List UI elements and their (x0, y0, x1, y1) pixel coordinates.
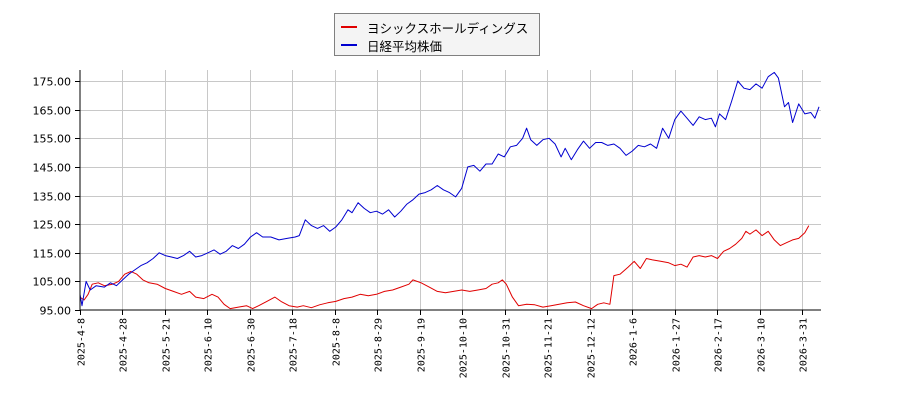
x-tick-label: 2026-1-6 (629, 318, 640, 366)
x-tick-label: 2025-10-10 (459, 318, 470, 378)
axes (79, 70, 821, 311)
y-tick-label: 165.00 (33, 105, 72, 118)
grid-lines (80, 70, 821, 310)
x-tick-label: 2025-4-8 (77, 318, 88, 366)
legend-label: ヨシックスホールディングス (367, 20, 529, 36)
series-yoshix-line (79, 225, 810, 310)
x-tick-label: 2026-3-10 (757, 318, 768, 372)
x-tick-label: 2025-9-19 (417, 318, 428, 372)
y-tick-label: 95.00 (40, 305, 72, 318)
x-tick-label: 2026-2-17 (714, 318, 725, 372)
x-tick-label: 2025-6-30 (247, 318, 258, 372)
x-tick-label: 2026-1-27 (672, 318, 683, 372)
legend-swatch-red-line-icon (341, 26, 357, 28)
chart-legend: ヨシックスホールディングス 日経平均株価 (334, 13, 540, 56)
x-tick-label: 2025-4-28 (119, 318, 130, 372)
series-lines (79, 71, 820, 310)
x-tick-label: 2025-8-8 (332, 318, 343, 366)
legend-swatch-blue-line-icon (341, 44, 357, 46)
y-tick-label: 105.00 (33, 276, 72, 289)
y-tick-label: 115.00 (33, 248, 72, 261)
x-tick-label: 2025-10-31 (502, 318, 513, 378)
legend-item-nikkei: 日経平均株価 (341, 36, 442, 54)
legend-label: 日経平均株価 (367, 38, 443, 54)
x-tick-label: 2025-12-12 (587, 318, 598, 378)
x-tick-label: 2025-6-10 (204, 318, 215, 372)
x-tick-labels: 2025-4-8 2025-4-28 2025-5-21 2025-6-10 2025-… (77, 310, 810, 378)
y-tick-labels: 95.00 105.00 115.00 125.00 135.00 145.00 155.0… (33, 76, 80, 318)
y-tick-label: 125.00 (33, 219, 72, 232)
series-nikkei-line (79, 71, 820, 307)
x-tick-label: 2025-5-21 (162, 318, 173, 372)
y-tick-label: 145.00 (33, 162, 72, 175)
legend-item-yoshix: ヨシックスホールディングス (341, 18, 528, 36)
y-tick-label: 135.00 (33, 191, 72, 204)
x-tick-label: 2025-7-18 (289, 318, 300, 372)
x-tick-label: 2025-8-29 (374, 318, 385, 372)
x-tick-label: 2026-3-31 (799, 318, 810, 372)
y-tick-label: 155.00 (33, 133, 72, 146)
x-tick-label: 2025-11-21 (544, 318, 555, 378)
y-tick-label: 175.00 (33, 76, 72, 89)
